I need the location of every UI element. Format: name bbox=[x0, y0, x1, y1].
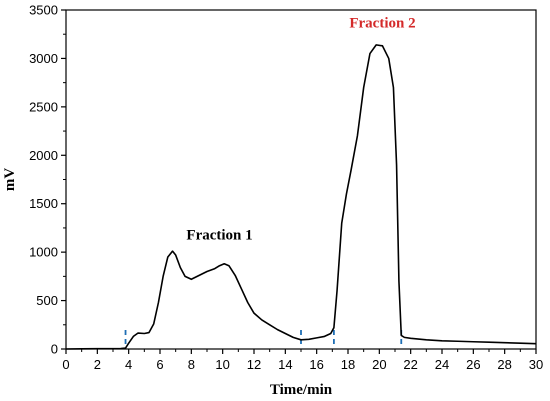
x-tick-label: 10 bbox=[215, 357, 229, 372]
y-tick-label: 0 bbox=[51, 342, 58, 357]
y-tick-label: 1000 bbox=[29, 245, 58, 260]
fraction-markers bbox=[124, 330, 403, 347]
x-tick-label: 12 bbox=[247, 357, 261, 372]
x-tick-label: 6 bbox=[156, 357, 163, 372]
plot-border bbox=[65, 9, 537, 350]
annotation-fraction-1: Fraction 1 bbox=[186, 228, 252, 244]
annotations-layer: Fraction 1 Fraction 2 bbox=[186, 15, 415, 243]
y-tick-label: 3500 bbox=[29, 3, 58, 18]
y-axis: 0 500 1000 1500 2000 2500 3000 3500 bbox=[29, 3, 66, 357]
x-axis-label: Time/min bbox=[270, 382, 333, 398]
x-tick-label: 14 bbox=[278, 357, 292, 372]
x-axis: 0 2 4 6 8 10 12 14 16 18 20 22 24 26 28 30 bbox=[62, 349, 543, 372]
x-tick-label: 26 bbox=[466, 357, 480, 372]
x-tick-label: 4 bbox=[125, 357, 132, 372]
series-layer bbox=[65, 44, 537, 350]
y-tick-label: 1500 bbox=[29, 196, 58, 211]
x-tick-label: 16 bbox=[309, 357, 323, 372]
x-tick-label: 30 bbox=[529, 357, 543, 372]
chromatogram-line bbox=[65, 44, 537, 350]
x-tick-label: 2 bbox=[94, 357, 101, 372]
x-tick-label: 8 bbox=[188, 357, 195, 372]
y-axis-label: mV bbox=[2, 168, 18, 191]
x-tick-label: 0 bbox=[62, 357, 69, 372]
y-tick-label: 2500 bbox=[29, 99, 58, 114]
y-tick-label: 3000 bbox=[29, 51, 58, 66]
annotation-fraction-2: Fraction 2 bbox=[349, 15, 415, 31]
y-tick-label: 500 bbox=[36, 293, 58, 308]
x-tick-label: 18 bbox=[341, 357, 355, 372]
plot-frame bbox=[65, 9, 537, 350]
x-tick-label: 28 bbox=[497, 357, 511, 372]
x-tick-label: 20 bbox=[372, 357, 386, 372]
y-tick-label: 2000 bbox=[29, 148, 58, 163]
x-tick-label: 24 bbox=[435, 357, 449, 372]
x-tick-label: 22 bbox=[403, 357, 417, 372]
